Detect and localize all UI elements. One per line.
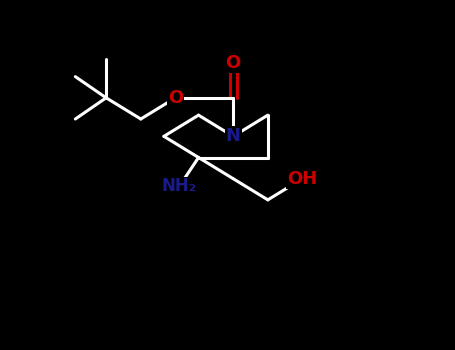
Text: O: O — [226, 54, 241, 72]
Text: OH: OH — [288, 170, 318, 188]
Text: N: N — [226, 127, 241, 145]
Text: NH₂: NH₂ — [162, 177, 197, 195]
Text: O: O — [168, 89, 183, 107]
